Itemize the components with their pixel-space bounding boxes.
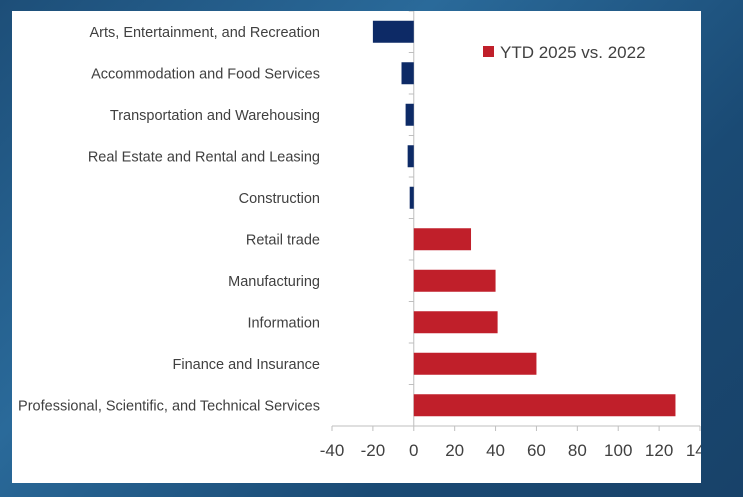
category-label: Real Estate and Rental and Leasing bbox=[88, 149, 320, 165]
x-tick-label: -40 bbox=[320, 441, 345, 460]
category-label: Accommodation and Food Services bbox=[91, 66, 320, 82]
bar bbox=[413, 352, 537, 375]
bar bbox=[372, 20, 414, 43]
category-label: Arts, Entertainment, and Recreation bbox=[89, 25, 320, 41]
x-tick-label: 80 bbox=[568, 441, 587, 460]
x-tick-label: 60 bbox=[527, 441, 546, 460]
chart-panel: Arts, Entertainment, and Recreation Accom… bbox=[12, 11, 701, 483]
chart-legend: YTD 2025 vs. 2022 bbox=[483, 43, 646, 62]
x-tick-label: -20 bbox=[361, 441, 386, 460]
chart-bars bbox=[372, 20, 676, 417]
bar bbox=[409, 186, 414, 209]
bar-chart: Arts, Entertainment, and Recreation Accom… bbox=[18, 11, 701, 460]
bar bbox=[405, 103, 414, 126]
x-tick-label: 100 bbox=[604, 441, 632, 460]
category-label: Transportation and Warehousing bbox=[110, 108, 320, 124]
bar bbox=[407, 145, 414, 168]
legend-swatch bbox=[483, 46, 494, 57]
category-label: Professional, Scientific, and Technical … bbox=[18, 398, 320, 414]
x-tick-label: 20 bbox=[445, 441, 464, 460]
x-tick-label: 0 bbox=[409, 441, 418, 460]
bar bbox=[413, 269, 496, 292]
x-tick-label: 140 bbox=[686, 441, 701, 460]
x-tick-label: 120 bbox=[645, 441, 673, 460]
category-label: Information bbox=[247, 315, 320, 331]
x-tick-labels: -40 -20 0 20 40 60 80 100 120 140 bbox=[320, 441, 701, 460]
bar bbox=[413, 394, 676, 417]
legend-label: YTD 2025 vs. 2022 bbox=[500, 43, 646, 62]
bar bbox=[413, 228, 472, 251]
category-label: Finance and Insurance bbox=[172, 357, 320, 373]
x-tick-label: 40 bbox=[486, 441, 505, 460]
bar bbox=[401, 62, 414, 85]
category-label: Construction bbox=[239, 191, 320, 207]
category-labels: Arts, Entertainment, and Recreation Accom… bbox=[18, 25, 320, 415]
category-label: Manufacturing bbox=[228, 274, 320, 290]
bar bbox=[413, 311, 498, 334]
category-label: Retail trade bbox=[246, 232, 320, 248]
